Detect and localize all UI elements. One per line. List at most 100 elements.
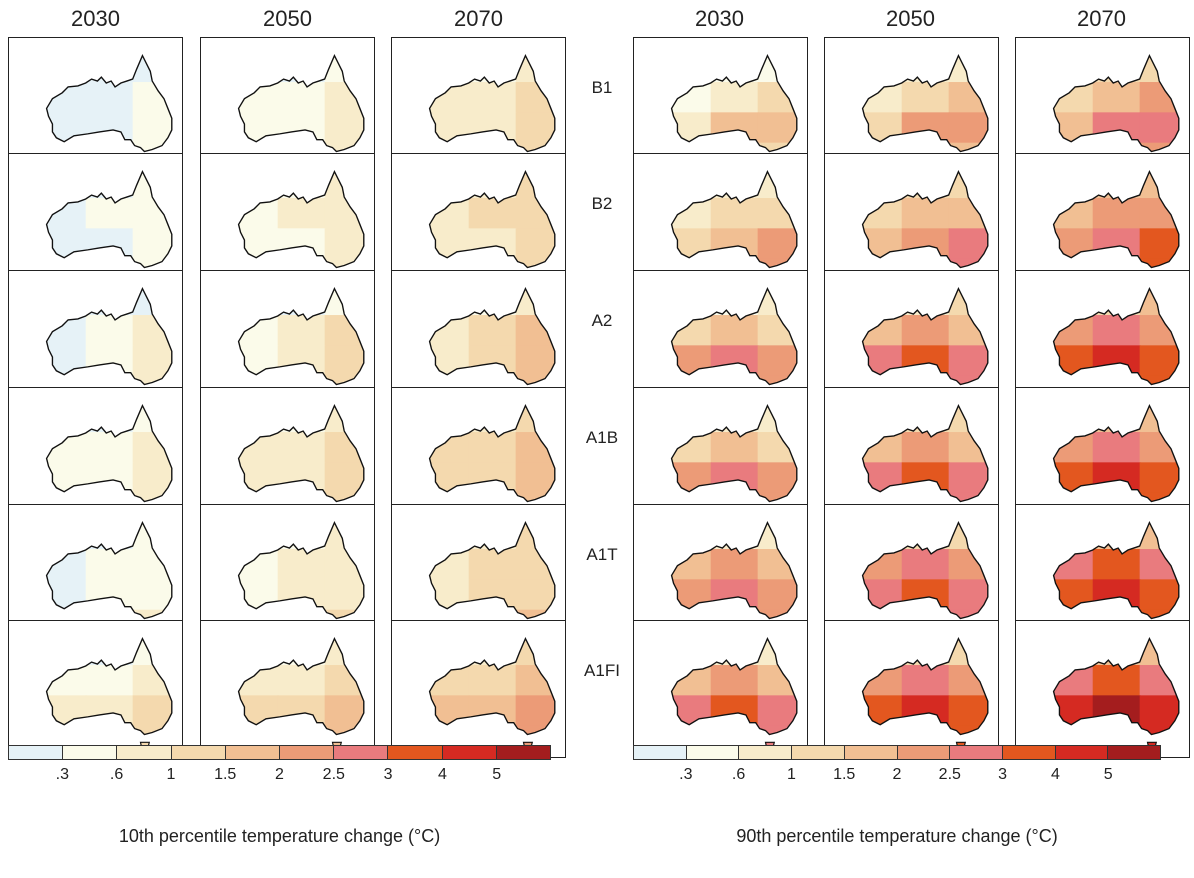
- temperature-cell: [1092, 82, 1141, 114]
- australia-map: [670, 53, 798, 169]
- temperature-cell: [277, 522, 326, 550]
- temperature-cell: [132, 549, 172, 581]
- temperature-cell: [46, 112, 87, 144]
- temperature-cell: [1139, 462, 1179, 494]
- temperature-cell: [132, 112, 172, 144]
- temperature-cell: [671, 638, 712, 666]
- temperature-cell: [862, 55, 903, 83]
- mainland-outline: [670, 636, 798, 736]
- temperature-cell: [862, 345, 903, 377]
- temperature-cell: [901, 345, 950, 377]
- australia-map: [428, 286, 556, 402]
- temperature-cell: [671, 345, 712, 377]
- temperature-cell: [948, 228, 988, 260]
- temperature-cell: [1092, 432, 1141, 464]
- temperature-cell: [468, 228, 517, 260]
- temperature-cell: [1092, 638, 1141, 666]
- map-panel-left-b2-2030: [8, 153, 183, 291]
- temperature-cell: [85, 665, 134, 697]
- temperature-cell: [46, 228, 87, 260]
- colorbar-cell: [739, 746, 793, 759]
- temperature-cell: [710, 315, 759, 347]
- temperature-cell: [757, 665, 797, 697]
- temperature-cell: [1139, 171, 1179, 199]
- temperature-cell: [671, 288, 712, 316]
- temperature-cell: [515, 315, 555, 347]
- temperature-cell: [757, 82, 797, 114]
- temperature-cell: [515, 638, 555, 666]
- temperature-cell: [277, 549, 326, 581]
- temperature-cell: [710, 171, 759, 199]
- temperature-cell: [757, 432, 797, 464]
- temperature-cell: [1092, 665, 1141, 697]
- year-header-right-2030: 2030: [695, 6, 744, 31]
- temperature-cell: [46, 695, 87, 727]
- temperature-cell: [429, 112, 470, 144]
- temperature-cell: [324, 171, 364, 199]
- temperature-cell: [757, 55, 797, 83]
- year-header-right-2050: 2050: [886, 6, 935, 31]
- temperature-cell: [862, 579, 903, 611]
- temperature-cell: [862, 522, 903, 550]
- temperature-cell: [671, 695, 712, 727]
- temperature-cell: [1053, 405, 1094, 433]
- temperature-cell: [468, 198, 517, 230]
- australia-map: [45, 286, 173, 402]
- mainland-outline: [670, 403, 798, 503]
- temperature-cell: [948, 315, 988, 347]
- temperature-cell: [901, 198, 950, 230]
- mainland-outline: [45, 169, 173, 269]
- temperature-cell: [515, 695, 555, 727]
- temperature-cell: [710, 228, 759, 260]
- temperature-cell: [710, 55, 759, 83]
- year-header-left-2070: 2070: [454, 6, 503, 31]
- mainland-outline: [861, 53, 989, 153]
- temperature-cell: [515, 82, 555, 114]
- temperature-cell: [429, 171, 470, 199]
- temperature-cell: [238, 288, 279, 316]
- temperature-cell: [277, 112, 326, 144]
- colorbar-cell: [686, 746, 740, 759]
- mainland-outline: [670, 169, 798, 269]
- mainland-outline: [861, 286, 989, 386]
- mainland-outline: [861, 636, 989, 736]
- temperature-cell: [468, 345, 517, 377]
- colorbar-tick-right: .6: [731, 766, 746, 783]
- temperature-cell: [901, 695, 950, 727]
- colorbar-tick-right: 2.5: [938, 766, 961, 783]
- temperature-cell: [429, 638, 470, 666]
- mainland-outline: [45, 286, 173, 386]
- temperature-cell: [948, 55, 988, 83]
- scenario-label-b2: B2: [591, 194, 613, 213]
- temperature-cell: [710, 579, 759, 611]
- temperature-cell: [757, 228, 797, 260]
- temperature-cell: [948, 288, 988, 316]
- temperature-cell: [277, 198, 326, 230]
- temperature-cell: [515, 228, 555, 260]
- temperature-cell: [948, 522, 988, 550]
- colorbar-cell: [171, 746, 226, 759]
- temperature-cell: [1053, 171, 1094, 199]
- temperature-cell: [1092, 522, 1141, 550]
- temperature-cell: [515, 112, 555, 144]
- colorbar-tick-right: 3: [998, 766, 1008, 783]
- colorbar-cell: [897, 746, 951, 759]
- temperature-cell: [132, 198, 172, 230]
- temperature-cell: [1092, 171, 1141, 199]
- temperature-cell: [324, 549, 364, 581]
- temperature-cell: [1053, 228, 1094, 260]
- temperature-cell: [429, 228, 470, 260]
- temperature-cell: [515, 171, 555, 199]
- map-panel-left-a1fi-2070: [391, 620, 566, 758]
- temperature-cell: [429, 405, 470, 433]
- temperature-cell: [757, 695, 797, 727]
- temperature-cell: [710, 549, 759, 581]
- temperature-cell: [238, 522, 279, 550]
- temperature-cell: [515, 345, 555, 377]
- map-panel-right-b1-2050: [824, 37, 999, 175]
- temperature-cell: [238, 638, 279, 666]
- temperature-cell: [948, 405, 988, 433]
- colorbar-cell: [496, 746, 551, 759]
- temperature-cell: [238, 405, 279, 433]
- temperature-cell: [238, 462, 279, 494]
